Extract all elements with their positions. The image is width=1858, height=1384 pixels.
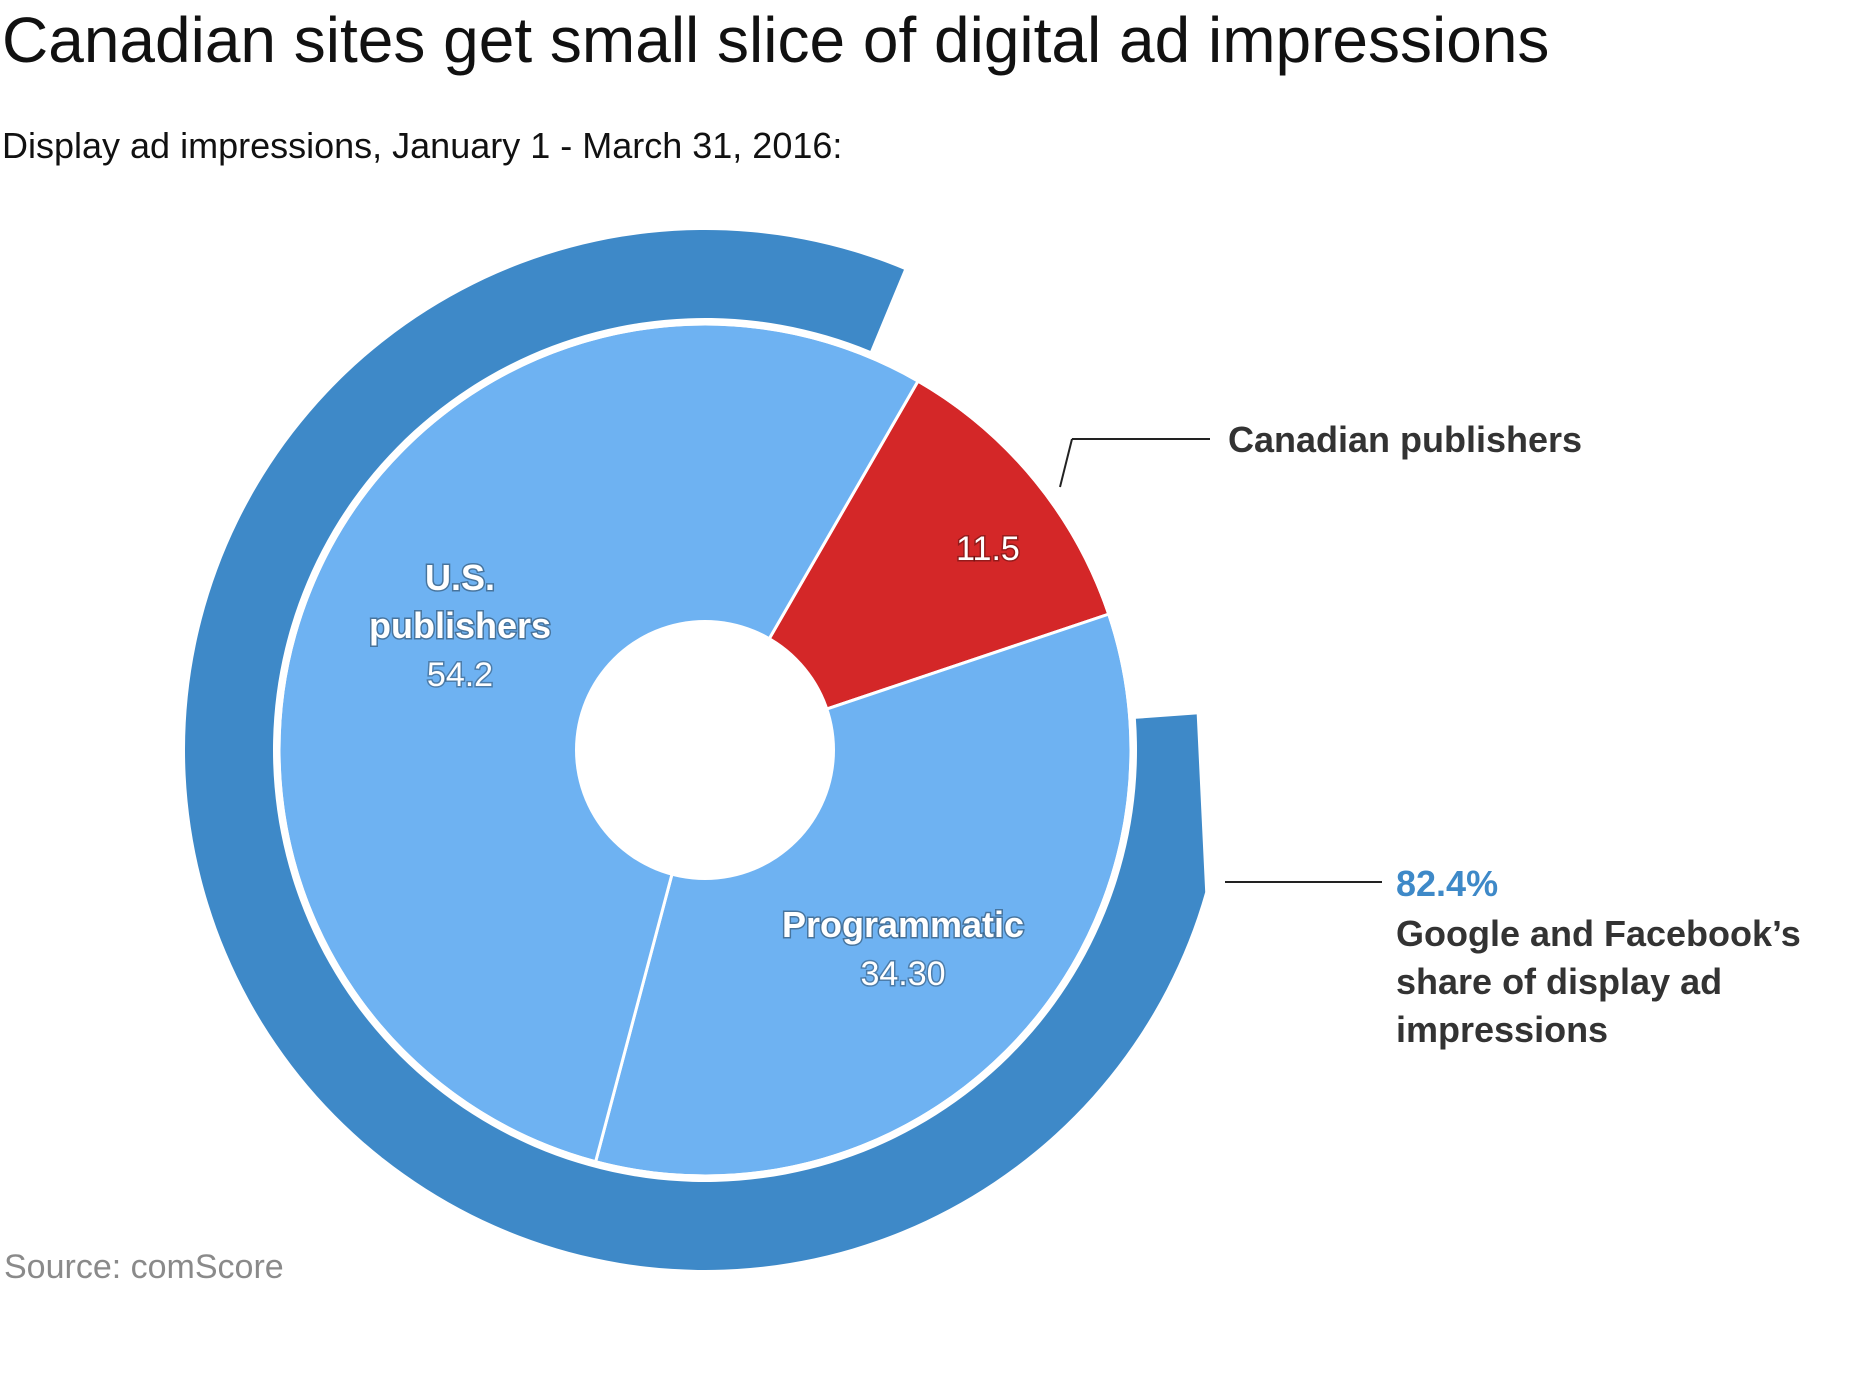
slice-labels: U.S. publishers 54.2 11.5 Programmatic 34.30 (367, 529, 1025, 995)
outer-ring-description-line-3: impressions (1396, 1009, 1608, 1050)
chart-title: Canadian sites get small slice of digita… (2, 4, 1549, 76)
outer-ring-description-line-2: share of display ad (1396, 961, 1722, 1002)
slice-canadian-publishers-value-label: 11.5 (956, 530, 1020, 568)
slice-programmatic-value-label: 34.30 (860, 955, 945, 993)
outer-ring-description-line-1: Google and Facebook’s (1396, 913, 1801, 954)
inner-ring-outline (277, 322, 1133, 1178)
source-note: Source: comScore (4, 1248, 284, 1286)
slice-us-publishers-value-label: 54.2 (427, 656, 493, 694)
canadian-callout-leader-diag (1059, 438, 1073, 488)
donut-hole (575, 620, 835, 880)
outer-ring-percent-label: 82.4% (1396, 863, 1498, 904)
slice-us-publishers-name-line-2: publishers (369, 605, 551, 646)
slice-programmatic-name-line-1: Programmatic (782, 904, 1024, 945)
canadian-publishers-callout: Canadian publishers (1228, 419, 1582, 460)
slice-us-publishers-name-line-1: U.S. (425, 557, 495, 598)
chart-subtitle: Display ad impressions, January 1 - Marc… (2, 125, 842, 166)
